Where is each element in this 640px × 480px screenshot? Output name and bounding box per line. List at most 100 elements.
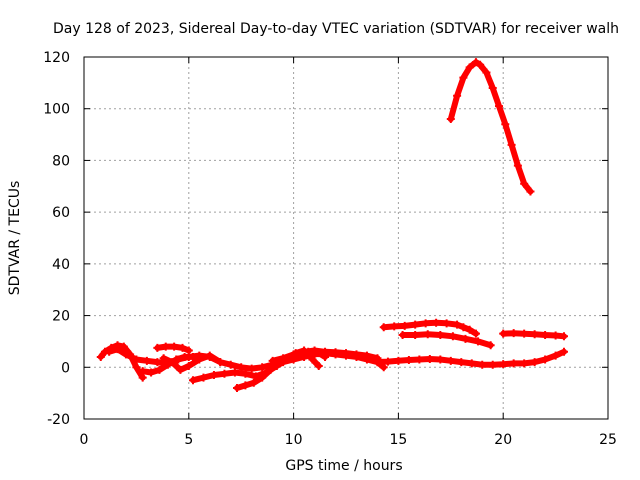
- data-point: [105, 347, 114, 356]
- data-point: [559, 332, 568, 341]
- series-arc-l: [268, 346, 382, 365]
- data-point: [142, 356, 151, 365]
- data-point: [425, 355, 434, 364]
- data-point: [530, 358, 539, 367]
- x-tick-label: 20: [494, 432, 512, 448]
- data-point: [467, 359, 476, 368]
- data-point: [147, 368, 156, 377]
- data-point: [249, 378, 258, 387]
- data-point: [495, 102, 504, 111]
- data-point: [465, 325, 474, 334]
- x-axis-label: GPS time / hours: [285, 458, 402, 474]
- data-point: [113, 345, 122, 354]
- data-point: [153, 358, 162, 367]
- data-point: [509, 329, 518, 338]
- data-point: [180, 352, 189, 361]
- y-tick-label: 120: [43, 50, 70, 66]
- y-axis-label: SDTVAR / TECUs: [7, 181, 23, 296]
- data-point: [398, 330, 407, 339]
- data-point: [342, 349, 350, 358]
- data-point: [411, 320, 420, 329]
- data-point: [499, 329, 508, 338]
- data-point: [233, 383, 242, 392]
- data-point: [314, 361, 323, 370]
- x-tick-labels: 0 5 10 15 20 25: [80, 432, 617, 448]
- data-point: [526, 187, 535, 196]
- data-point: [308, 355, 317, 364]
- y-tick-label: -20: [47, 412, 70, 428]
- x-tick-label: 25: [599, 432, 617, 448]
- data-point: [289, 350, 298, 359]
- data-point: [205, 351, 214, 360]
- data-point: [352, 350, 361, 359]
- data-point: [159, 354, 168, 363]
- data-point: [520, 359, 529, 368]
- data-point: [170, 342, 179, 351]
- data-point: [461, 334, 470, 343]
- data-point: [501, 120, 510, 129]
- data-point: [258, 363, 267, 372]
- chart-title: Day 128 of 2023, Sidereal Day-to-day VTE…: [53, 21, 619, 37]
- data-point: [258, 373, 267, 382]
- data-point: [559, 347, 568, 356]
- data-point: [415, 355, 424, 364]
- data-point: [551, 331, 560, 340]
- series-arc-a: [379, 318, 480, 338]
- y-tick-label: 60: [52, 205, 70, 221]
- data-point: [195, 355, 204, 364]
- data-point: [520, 329, 529, 338]
- data-point: [247, 364, 256, 373]
- data-point: [459, 73, 468, 82]
- data-point: [530, 330, 539, 339]
- data-point: [453, 91, 462, 100]
- data-point: [551, 351, 560, 360]
- data-point: [478, 360, 487, 369]
- series-arc-c: [499, 329, 568, 341]
- y-tick-label: 0: [61, 360, 70, 376]
- data-point: [362, 351, 371, 360]
- data-point: [453, 320, 462, 329]
- data-point: [310, 346, 319, 355]
- data-point: [446, 115, 455, 124]
- data-point: [541, 355, 550, 364]
- data-point: [423, 330, 432, 339]
- data-point: [488, 84, 497, 93]
- data-point: [474, 337, 483, 346]
- data-point: [230, 368, 239, 377]
- data-point: [132, 363, 141, 372]
- data-points: [96, 58, 568, 392]
- data-point: [132, 355, 141, 364]
- data-point: [168, 358, 177, 367]
- data-point: [486, 341, 495, 350]
- data-point: [457, 358, 466, 367]
- data-point: [379, 363, 388, 372]
- data-point: [220, 369, 229, 378]
- data-point: [507, 140, 516, 149]
- data-point: [216, 358, 225, 367]
- data-point: [155, 365, 164, 374]
- y-tick-label: 100: [43, 102, 70, 118]
- data-point: [188, 352, 197, 361]
- data-point: [268, 356, 277, 365]
- series-arc-h: [153, 342, 193, 355]
- data-point: [513, 161, 522, 170]
- data-point: [184, 346, 193, 355]
- data-point: [379, 323, 388, 332]
- x-tick-label: 10: [285, 432, 303, 448]
- x-tick-label: 5: [184, 432, 193, 448]
- data-point: [241, 369, 250, 378]
- data-point: [119, 342, 128, 351]
- data-point: [138, 367, 147, 376]
- data-point: [459, 323, 468, 332]
- x-tick-label: 0: [80, 432, 89, 448]
- data-point: [465, 63, 474, 72]
- y-tick-label: 20: [52, 309, 70, 325]
- data-point: [199, 373, 208, 382]
- data-point: [471, 58, 480, 67]
- data-point: [446, 356, 455, 365]
- data-point: [499, 360, 508, 369]
- data-point: [226, 360, 235, 369]
- data-point: [482, 68, 491, 77]
- data-point: [448, 332, 457, 341]
